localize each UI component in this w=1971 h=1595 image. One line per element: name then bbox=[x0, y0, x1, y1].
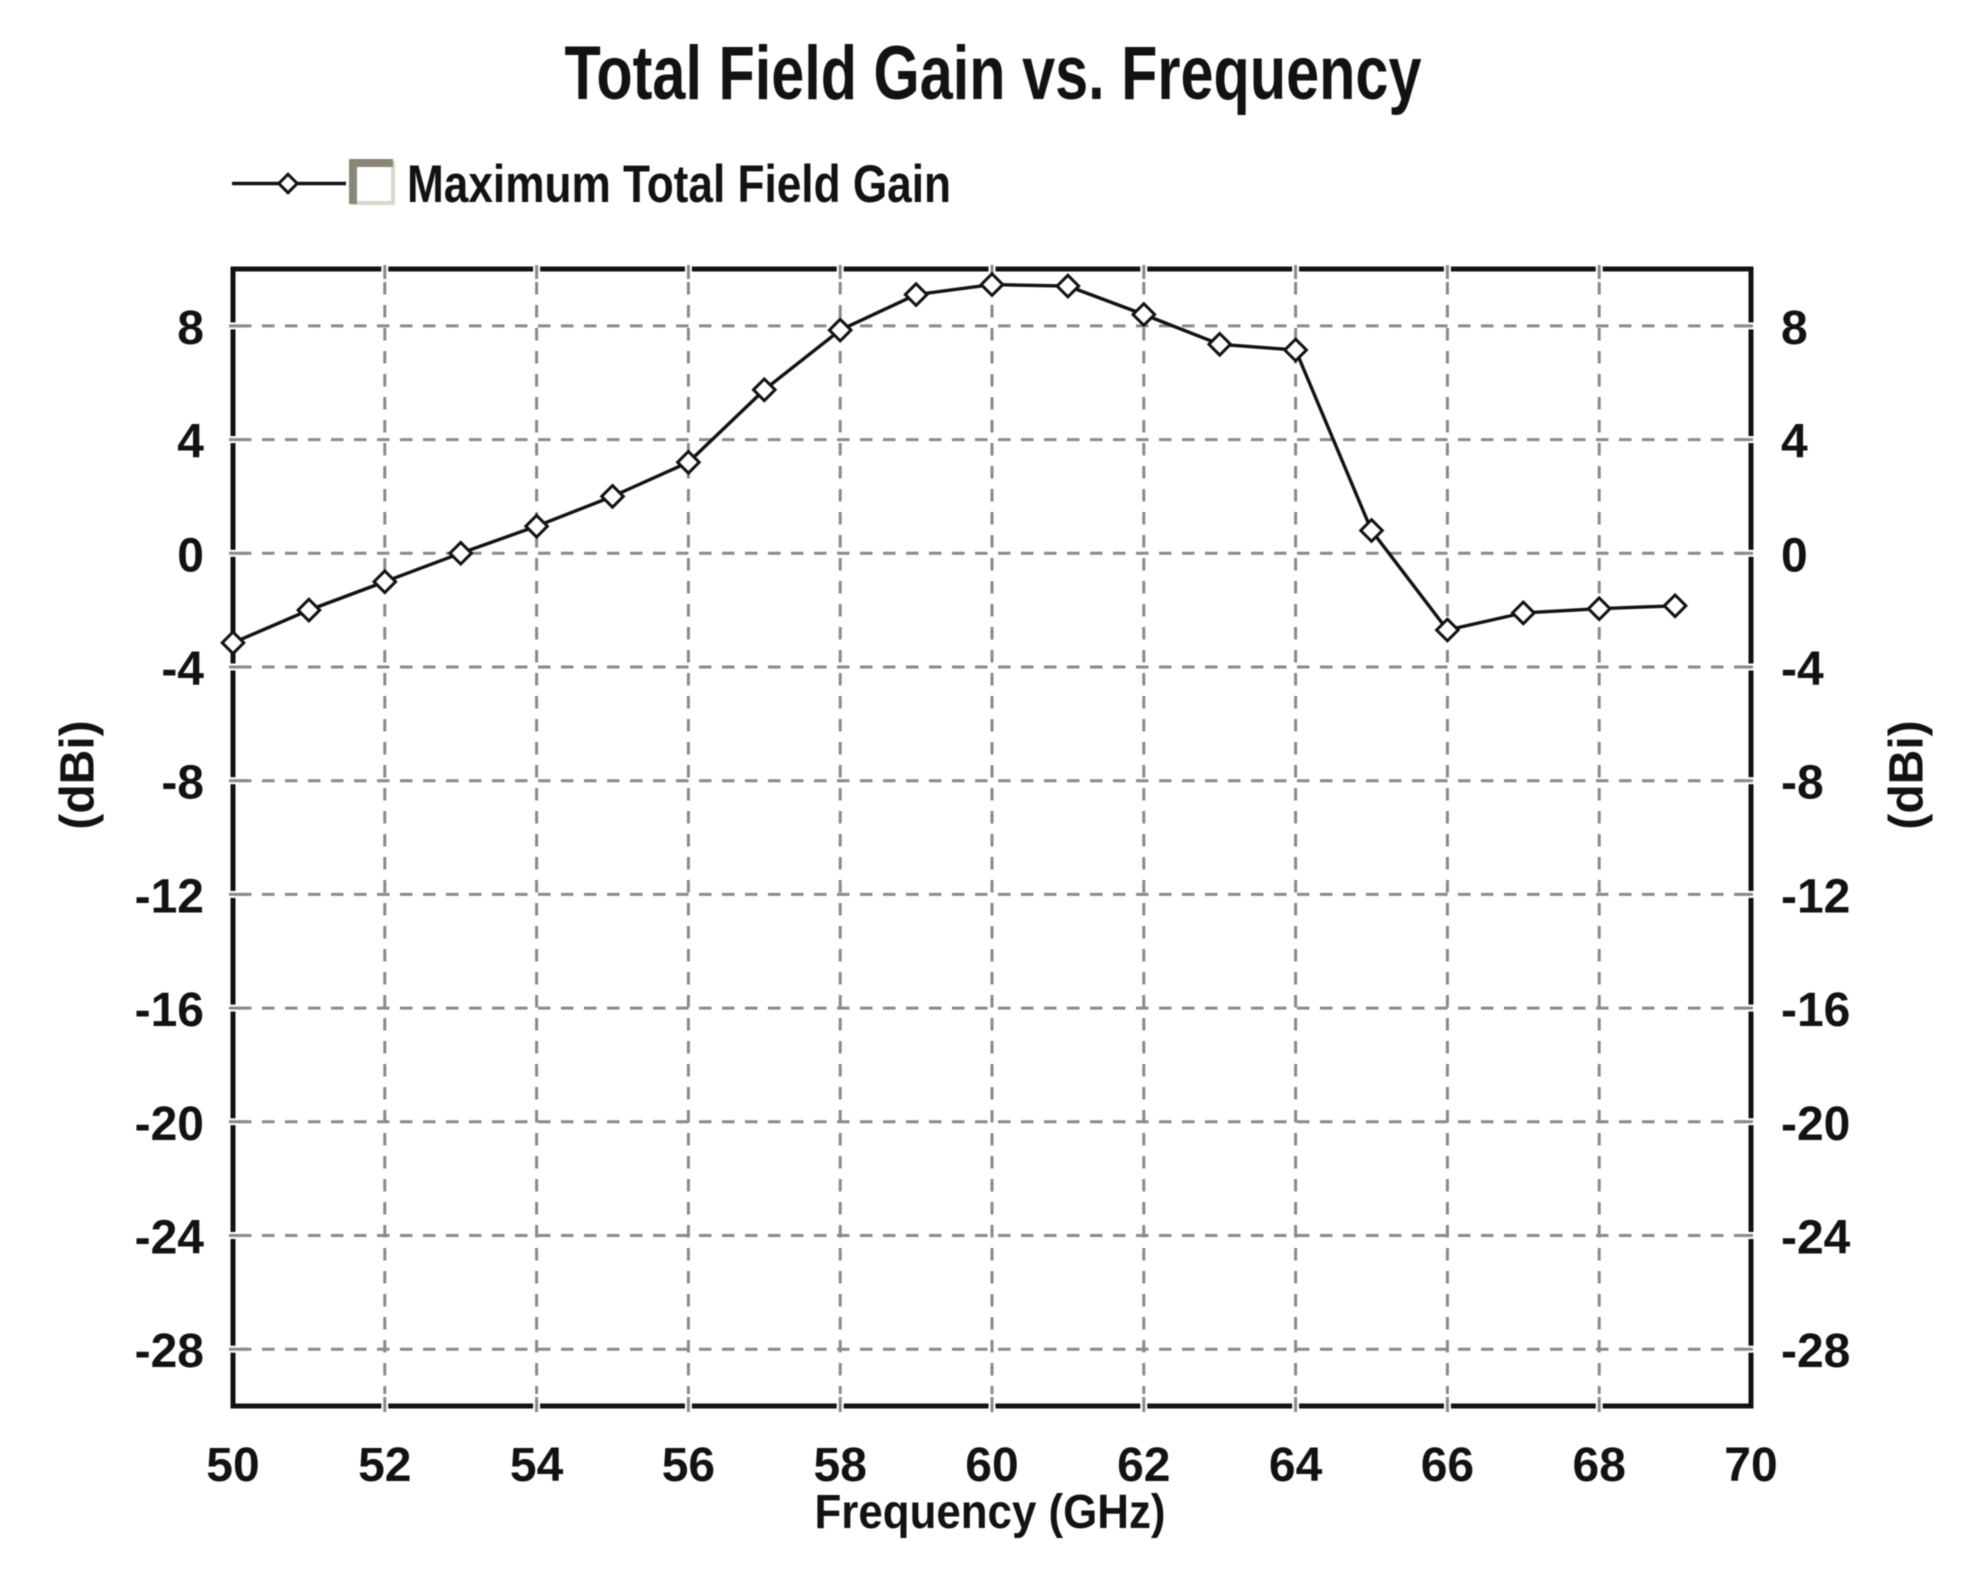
svg-text:4: 4 bbox=[177, 416, 204, 469]
svg-text:-24: -24 bbox=[1781, 1211, 1851, 1264]
svg-text:8: 8 bbox=[177, 302, 204, 355]
svg-text:50: 50 bbox=[206, 1439, 259, 1492]
svg-text:-12: -12 bbox=[135, 870, 204, 923]
svg-text:56: 56 bbox=[662, 1439, 715, 1492]
svg-text:0: 0 bbox=[177, 529, 204, 582]
svg-text:-16: -16 bbox=[135, 984, 204, 1037]
svg-text:0: 0 bbox=[1781, 529, 1808, 582]
svg-text:-16: -16 bbox=[1781, 984, 1850, 1037]
svg-text:(dBi): (dBi) bbox=[52, 720, 105, 829]
svg-text:(dBi): (dBi) bbox=[1881, 720, 1934, 829]
svg-text:-12: -12 bbox=[1781, 870, 1850, 923]
svg-text:54: 54 bbox=[510, 1439, 564, 1492]
svg-text:-4: -4 bbox=[1781, 643, 1824, 696]
svg-text:52: 52 bbox=[358, 1439, 411, 1492]
svg-text:-28: -28 bbox=[1781, 1325, 1850, 1378]
svg-text:Frequency (GHz): Frequency (GHz) bbox=[815, 1486, 1166, 1539]
svg-text:-24: -24 bbox=[135, 1211, 205, 1264]
svg-text:70: 70 bbox=[1724, 1439, 1777, 1492]
svg-text:-20: -20 bbox=[1781, 1098, 1850, 1151]
svg-text:-4: -4 bbox=[161, 643, 204, 696]
svg-text:68: 68 bbox=[1573, 1439, 1626, 1492]
svg-text:66: 66 bbox=[1421, 1439, 1474, 1492]
svg-text:Total Field Gain vs. Frequency: Total Field Gain vs. Frequency bbox=[565, 31, 1422, 116]
svg-text:60: 60 bbox=[965, 1439, 1018, 1492]
svg-text:58: 58 bbox=[814, 1439, 867, 1492]
svg-text:-20: -20 bbox=[135, 1098, 204, 1151]
svg-text:8: 8 bbox=[1781, 302, 1808, 355]
svg-text:-8: -8 bbox=[1781, 757, 1824, 810]
svg-text:Maximum Total Field Gain: Maximum Total Field Gain bbox=[407, 155, 951, 214]
svg-text:-8: -8 bbox=[161, 757, 204, 810]
svg-text:4: 4 bbox=[1781, 416, 1808, 469]
svg-text:62: 62 bbox=[1117, 1439, 1170, 1492]
svg-text:-28: -28 bbox=[135, 1325, 204, 1378]
svg-text:64: 64 bbox=[1269, 1439, 1323, 1492]
